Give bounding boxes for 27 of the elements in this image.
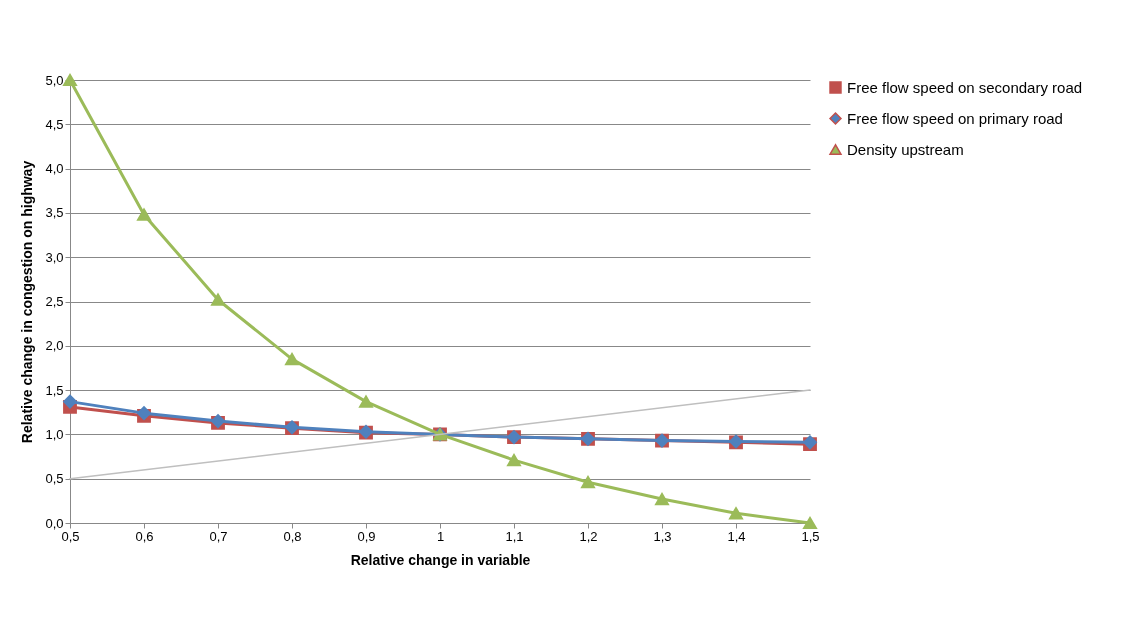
x-tick-label: 0,6	[135, 528, 154, 544]
y-tick-label: 1,5	[45, 382, 64, 398]
x-tick-label: 1,4	[727, 528, 746, 544]
y-tick-label: 4,5	[45, 116, 64, 132]
x-tick-label: 1,3	[653, 528, 672, 544]
legend-label: Free flow speed on primary road	[847, 109, 1063, 127]
x-tick-label: 0,5	[61, 528, 80, 544]
y-axis-title: Relative change in congestion on highway	[19, 160, 36, 444]
y-tick-label: 0,5	[45, 471, 64, 487]
y-tick-label: 3,5	[45, 205, 64, 221]
x-tick-label: 0,7	[209, 528, 228, 544]
x-axis-title: Relative change in variable	[350, 551, 531, 568]
x-tick-label: 1	[436, 528, 445, 544]
x-tick-label: 0,9	[357, 528, 376, 544]
y-tick-label: 2,0	[45, 338, 64, 354]
y-tick-label: 4,0	[45, 161, 64, 177]
x-tick-label: 0,8	[283, 528, 302, 544]
x-tick-label: 1,5	[801, 528, 820, 544]
y-tick-label: 5,0	[45, 72, 64, 88]
y-tick-label: 2,5	[45, 294, 64, 309]
x-tick-label: 1,1	[505, 528, 524, 544]
y-tick-label: 0,0	[45, 515, 64, 531]
x-tick-label: 1,2	[579, 528, 598, 544]
legend-label: Density upstream	[847, 140, 964, 158]
y-tick-label: 1,0	[45, 426, 64, 442]
legend-label: Free flow speed on secondary road	[847, 78, 1083, 96]
y-tick-label: 3,0	[45, 249, 64, 265]
